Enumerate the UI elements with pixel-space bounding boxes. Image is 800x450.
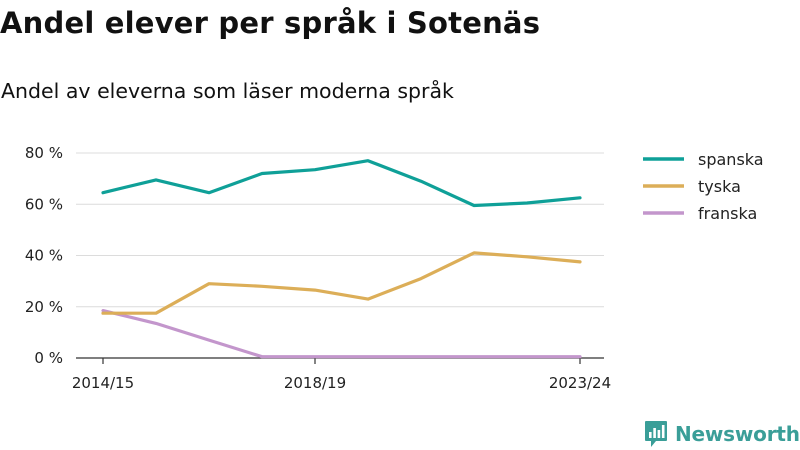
line-chart: 0 % 20 % 40 % 60 % 80 % 2014/15 2018/19 2023/24… xyxy=(25,144,764,392)
series-line-franska xyxy=(101,309,582,359)
y-tick-label: 60 % xyxy=(25,195,63,213)
axes: 0 % 20 % 40 % 60 % 80 % 2014/15 2018/19 2023/24 xyxy=(25,144,611,392)
x-tick-label: 2014/15 xyxy=(72,374,134,392)
newsworthy-logo-icon xyxy=(645,421,667,447)
gridlines xyxy=(76,152,604,308)
brand-name: Newsworthy xyxy=(675,422,800,446)
series-line-spanska xyxy=(101,159,582,208)
series-lines xyxy=(101,159,582,359)
legend: spanska tyska franska xyxy=(643,150,764,223)
legend-label-tyska: tyska xyxy=(698,177,741,196)
y-tick-label: 20 % xyxy=(25,298,63,316)
y-tick-label: 0 % xyxy=(34,349,63,367)
legend-label-spanska: spanska xyxy=(698,150,764,169)
y-tick-label: 40 % xyxy=(25,247,63,265)
newsworthy-logo: Newsworthy xyxy=(644,420,800,448)
y-tick-label: 80 % xyxy=(25,144,63,162)
x-tick-label: 2023/24 xyxy=(549,374,611,392)
chart-subtitle: Andel av eleverna som läser moderna språ… xyxy=(1,79,454,103)
legend-label-franska: franska xyxy=(698,204,757,223)
chart-title: Andel elever per språk i Sotenäs xyxy=(0,6,541,40)
series-line-tyska xyxy=(101,251,582,315)
x-tick-label: 2018/19 xyxy=(284,374,346,392)
